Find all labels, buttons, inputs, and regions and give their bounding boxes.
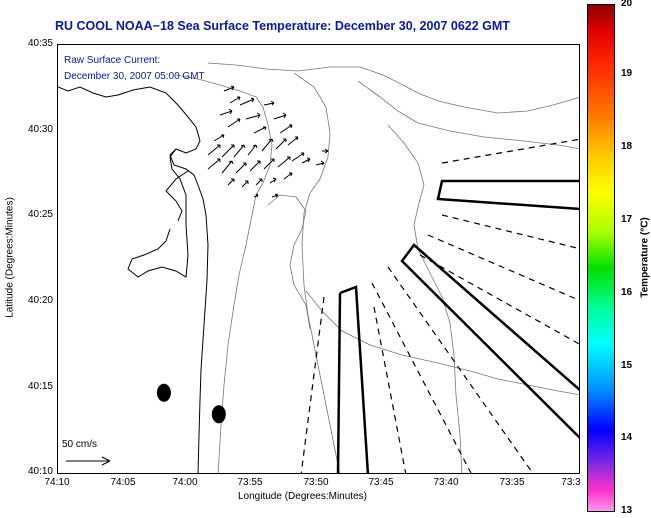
current-arrow	[277, 156, 291, 168]
current-arrow	[322, 148, 329, 154]
footprint-line	[371, 282, 472, 473]
colorbar-tick: 17	[621, 214, 633, 225]
current-arrow	[213, 134, 225, 142]
lon-tick: 73:3	[561, 477, 581, 488]
current-arrow	[221, 144, 235, 158]
current-arrow	[263, 100, 275, 106]
map-title: RU COOL NOAA−18 Sea Surface Temperature:…	[55, 19, 510, 33]
current-arrow	[219, 108, 233, 116]
current-arrow	[223, 85, 235, 92]
current-arrow	[227, 178, 235, 186]
y-axis-label: Latitude (Degrees:Minutes)	[4, 197, 16, 318]
footprint-line	[427, 234, 579, 301]
current-arrow	[291, 152, 305, 162]
current-arrow	[269, 177, 277, 184]
current-arrow	[249, 160, 261, 172]
transect-box-southeast	[400, 243, 579, 439]
colorbar-tick: 20	[621, 0, 633, 9]
current-scale-label: 50 cm/s	[62, 439, 98, 450]
temperature-colorbar	[587, 4, 615, 512]
current-arrow	[239, 97, 255, 106]
current-arrow	[279, 124, 293, 134]
isobath-canyon	[387, 124, 463, 473]
lon-tick: 73:40	[433, 477, 459, 488]
x-axis-label: Longitude (Degrees:Minutes)	[238, 491, 367, 502]
isobath-nearshore	[267, 194, 311, 330]
map-plot-area: Raw Surface Current: December 30, 2007 0…	[57, 44, 580, 474]
footprint-line	[441, 138, 579, 164]
footprint-line	[419, 254, 579, 345]
footprint-line	[387, 266, 534, 473]
current-arrow	[233, 144, 246, 158]
colorbar-tick: 19	[621, 68, 633, 79]
current-arrow	[227, 118, 241, 128]
colorbar-tick: 15	[621, 360, 633, 371]
current-time: December 30, 2007 05:00 GMT	[64, 71, 205, 82]
current-arrow	[235, 162, 247, 174]
current-arrow	[275, 138, 287, 150]
current-arrow	[273, 112, 287, 120]
current-vectors	[207, 85, 329, 198]
lon-tick: 74:00	[172, 477, 198, 488]
colorbar-tick: 18	[621, 141, 633, 152]
current-arrow	[207, 144, 221, 156]
colorbar-tick: 13	[621, 505, 633, 516]
current-label: Raw Surface Current:	[64, 55, 161, 66]
lat-tick: 40:25	[27, 209, 53, 220]
lon-tick: 73:55	[237, 477, 263, 488]
lon-tick: 74:10	[44, 477, 70, 488]
current-arrow	[247, 144, 258, 156]
current-arrow	[253, 126, 267, 134]
lat-tick: 40:20	[27, 295, 53, 306]
footprint-line	[373, 306, 407, 473]
isobath-mid	[207, 62, 579, 114]
isobath-channel	[293, 72, 341, 473]
lat-tick: 40:15	[27, 381, 53, 392]
current-scale-arrow	[66, 456, 111, 466]
isobath-shallow	[175, 74, 273, 473]
current-arrow	[241, 180, 249, 188]
coastline	[58, 86, 209, 473]
current-arrow	[261, 138, 274, 152]
buoy-west-marker	[156, 383, 171, 402]
current-arrow	[245, 112, 261, 120]
lon-tick: 73:35	[499, 477, 525, 488]
lon-tick: 73:45	[368, 477, 394, 488]
current-arrow	[253, 193, 259, 198]
colorbar-label: Temperature (°C)	[639, 217, 651, 298]
current-arrow	[287, 136, 299, 146]
lon-tick: 74:05	[110, 477, 136, 488]
current-arrow	[315, 160, 325, 166]
current-arrow	[229, 96, 241, 104]
lat-tick: 40:35	[27, 38, 53, 49]
lon-tick: 73:50	[303, 477, 329, 488]
buoy-east-marker	[211, 405, 226, 424]
colorbar-tick: 14	[621, 432, 633, 443]
transect-box-south	[336, 285, 370, 473]
isobath-south	[305, 290, 579, 396]
current-arrow	[271, 193, 279, 198]
footprint-line	[300, 296, 325, 473]
current-arrow	[283, 172, 293, 180]
lat-tick: 40:30	[27, 124, 53, 135]
radar-footprint-lines	[300, 138, 579, 473]
footprint-line	[441, 214, 579, 250]
lat-tick: 40:10	[27, 466, 53, 477]
current-arrow	[263, 158, 275, 170]
current-arrow	[221, 160, 234, 174]
colorbar-tick: 16	[621, 287, 633, 298]
current-arrow	[255, 178, 263, 186]
inlet-shoreline	[127, 148, 189, 278]
isobath-deep	[357, 80, 579, 150]
current-arrow	[207, 158, 221, 170]
transect-box-east	[436, 179, 579, 211]
bay-shoreline	[165, 170, 189, 222]
current-arrow	[301, 157, 311, 164]
